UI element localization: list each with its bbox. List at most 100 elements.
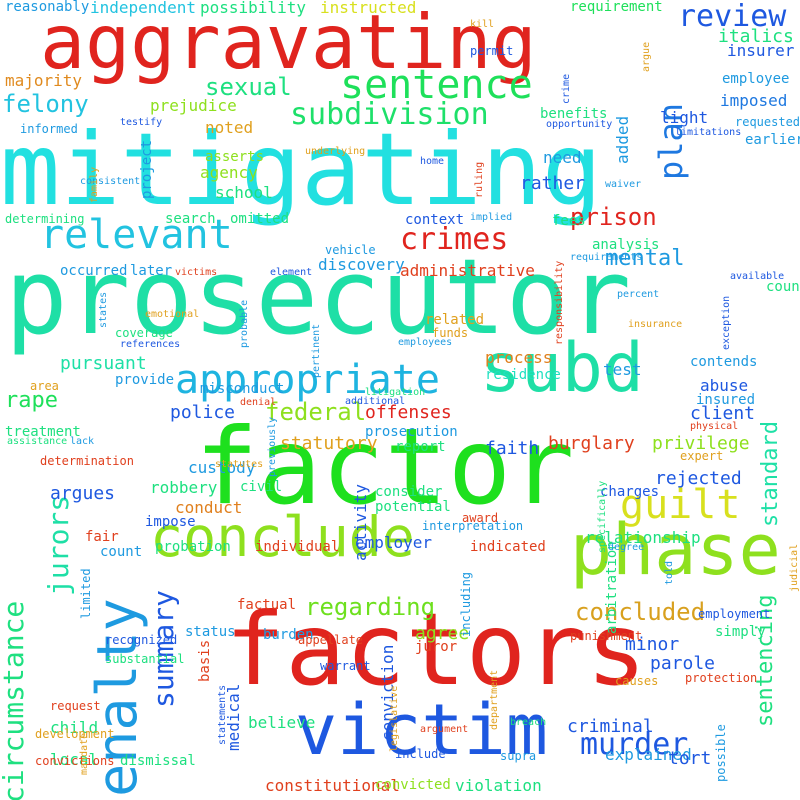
cloud-word: sexual [205, 73, 292, 101]
cloud-word: expert [680, 449, 724, 463]
cloud-word: asserts [205, 149, 265, 165]
cloud-word: consistent [80, 176, 141, 187]
cloud-word: degree [608, 542, 645, 553]
cloud-word: litigation [365, 387, 426, 398]
cloud-word: added [613, 115, 632, 164]
cloud-word: punishment [570, 629, 643, 643]
cloud-word: employer [355, 533, 433, 552]
cloud-word: crime [561, 73, 572, 104]
cloud-word: warrant [320, 659, 371, 673]
cloud-word: jurors [42, 494, 75, 596]
cloud-word: provide [115, 372, 175, 388]
cloud-word: exception [721, 295, 732, 350]
cloud-word: minor [625, 634, 680, 655]
cloud-word: substantial [105, 652, 185, 666]
cloud-word: mitigating [0, 111, 603, 228]
cloud-word: impose [145, 514, 196, 530]
cloud-word: circumstance [0, 600, 30, 800]
cloud-word: probation [155, 539, 231, 555]
cloud-word: family [89, 166, 100, 203]
cloud-word: arbitration [604, 541, 620, 634]
cloud-word: rejected [655, 468, 742, 489]
cloud-word: omitted [230, 211, 290, 227]
cloud-word: later [130, 263, 173, 279]
cloud-word: factor [195, 406, 575, 528]
cloud-word: federal [265, 398, 367, 426]
cloud-word: percent [617, 289, 660, 300]
cloud-word: relevant [40, 212, 233, 258]
cloud-word: relationship [585, 528, 701, 547]
cloud-word: possibility [200, 0, 306, 17]
cloud-word: phase [570, 509, 781, 591]
cloud-word: protection [685, 671, 758, 685]
cloud-word: italics [718, 26, 794, 47]
cloud-word: responsibility [554, 260, 565, 345]
cloud-word: causes [615, 674, 659, 688]
cloud-word: related [425, 312, 485, 328]
cloud-word: argument [420, 724, 469, 735]
cloud-word: insured [696, 392, 756, 408]
cloud-word: victims [175, 267, 218, 278]
cloud-word: ruling [474, 161, 485, 198]
cloud-word: robbery [150, 478, 218, 497]
cloud-word: conclude [150, 505, 415, 569]
cloud-word: employees [398, 337, 453, 348]
cloud-word: emotional [145, 309, 200, 320]
cloud-word: discovery [318, 255, 405, 274]
cloud-word: underlying [305, 146, 366, 157]
cloud-word: rape [5, 388, 58, 413]
cloud-word: implied [470, 212, 513, 223]
cloud-word: appropriate [175, 357, 440, 403]
cloud-word: agency [200, 163, 258, 182]
cloud-word: report [395, 439, 446, 455]
cloud-word: include [395, 747, 446, 761]
cloud-word: element [270, 267, 313, 278]
cloud-word: offenses [365, 402, 452, 423]
cloud-word: consider [375, 484, 443, 500]
cloud-word: local [50, 750, 99, 769]
cloud-word: mental [605, 246, 685, 271]
cloud-word: available [730, 271, 785, 282]
cloud-word: lack [70, 436, 95, 447]
cloud-word: individual [255, 539, 340, 555]
cloud-word: violation [455, 776, 542, 795]
cloud-word: administrative [400, 261, 535, 280]
cloud-word: employment [698, 607, 771, 621]
cloud-word: privilege [652, 433, 750, 454]
cloud-word: review [678, 0, 787, 34]
cloud-word: need [543, 148, 582, 167]
cloud-word: additional [345, 396, 406, 407]
cloud-word: constitutional [265, 776, 400, 795]
cloud-word: residence [485, 367, 561, 383]
cloud-word: potential [375, 499, 451, 515]
cloud-word: prosecutor [5, 236, 632, 358]
cloud-word: statements [217, 684, 228, 745]
cloud-word: statutory [280, 433, 378, 454]
cloud-word: prosecution [365, 424, 458, 440]
cloud-word: felony [2, 90, 89, 118]
cloud-word: supra [500, 749, 537, 763]
cloud-word: rather [520, 173, 586, 194]
cloud-word: summary [147, 589, 180, 708]
cloud-word: benefits [540, 106, 608, 122]
cloud-word: interpretation [422, 519, 524, 533]
cloud-word: school [215, 183, 273, 202]
cloud-word: abuse [700, 376, 749, 395]
cloud-word: award [462, 511, 499, 525]
cloud-word: misconduct [200, 381, 285, 397]
cloud-word: coverage [115, 326, 173, 340]
cloud-word: test [603, 360, 642, 379]
cloud-word: majority [5, 71, 83, 90]
cloud-word: project [139, 139, 155, 199]
cloud-word: treatment [5, 424, 81, 440]
cloud-word: breach [510, 717, 547, 728]
cloud-word: noted [205, 118, 254, 137]
cloud-word: basis [197, 639, 213, 682]
cloud-word: occurred [60, 263, 128, 279]
cloud-word: informed [20, 122, 78, 136]
cloud-word: agree [415, 623, 470, 644]
cloud-word: permit [470, 44, 514, 58]
cloud-word: simply [715, 624, 766, 640]
cloud-word: juror [415, 639, 458, 655]
